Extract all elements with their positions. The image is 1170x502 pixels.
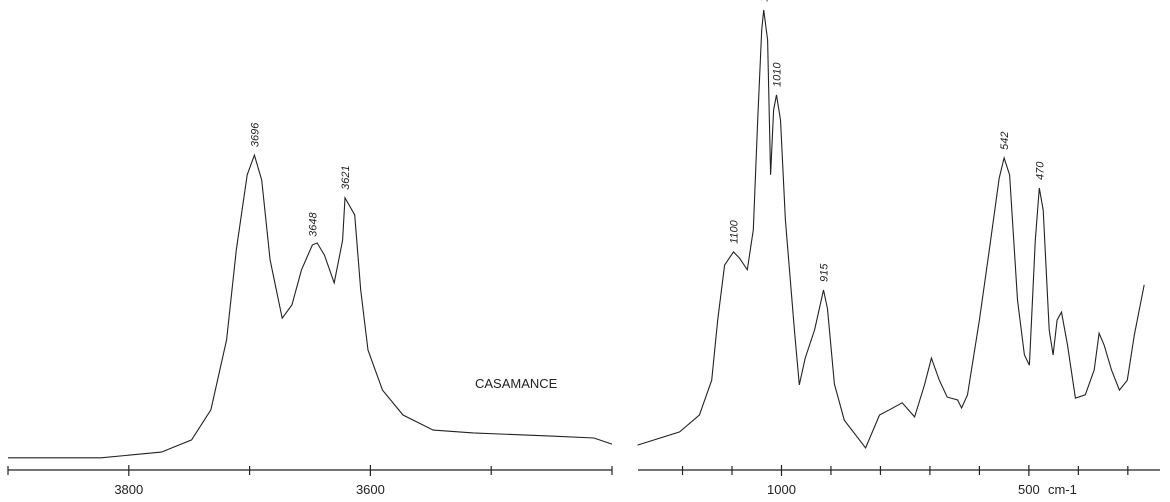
peak-label: 3648 <box>307 212 319 237</box>
spectrum-line <box>8 153 613 459</box>
x-tick-label: 1000 <box>767 482 796 497</box>
x-tick-label: 500 <box>1018 482 1040 497</box>
x-unit: cm-1 <box>1048 482 1077 497</box>
sample-label: CASAMANCE <box>475 376 558 391</box>
peak-label: 915 <box>819 263 831 282</box>
peak-label: 542 <box>999 132 1011 150</box>
spectrum-line <box>637 9 1145 449</box>
peak-label: 470 <box>1034 161 1046 180</box>
peak-label: 1138 <box>759 0 771 2</box>
x-tick-label: 3600 <box>356 482 385 497</box>
x-tick-label: 3800 <box>114 482 143 497</box>
peak-label: 1010 <box>772 62 784 87</box>
peak-label: 3696 <box>249 122 261 147</box>
peak-label: 3621 <box>340 165 352 189</box>
peak-label: 1100 <box>728 219 740 244</box>
